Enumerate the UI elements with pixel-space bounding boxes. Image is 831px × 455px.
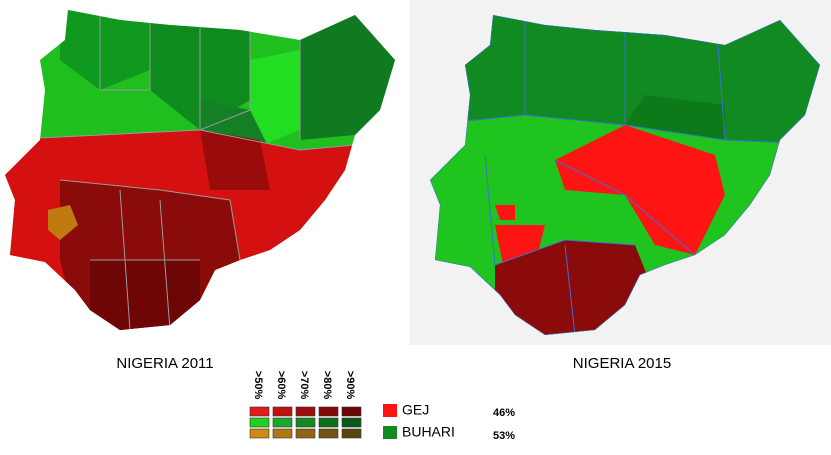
candidate-swatch [383, 404, 397, 417]
threshold-label: >60% [275, 371, 287, 400]
threshold-label: >90% [344, 371, 356, 400]
swatch-grid [249, 406, 362, 439]
candidate-name: BUHARI [402, 424, 455, 440]
candidate-swatch [383, 426, 397, 439]
legend: >50% >60% >70% >80% >90% GEJ 46% BUHARI … [249, 371, 515, 442]
threshold-label: >80% [321, 371, 333, 400]
map-title: NIGERIA 2015 [573, 355, 671, 372]
candidate-share: 46% [493, 407, 515, 419]
map-2011: NIGERIA 2011 [5, 10, 395, 372]
map-2015: NIGERIA 2015 [410, 0, 831, 372]
threshold-label: >70% [298, 371, 310, 400]
map-title: NIGERIA 2011 [116, 355, 213, 372]
threshold-label: >50% [252, 371, 264, 400]
candidate-name: GEJ [402, 402, 429, 418]
candidate-share: 53% [493, 430, 515, 442]
